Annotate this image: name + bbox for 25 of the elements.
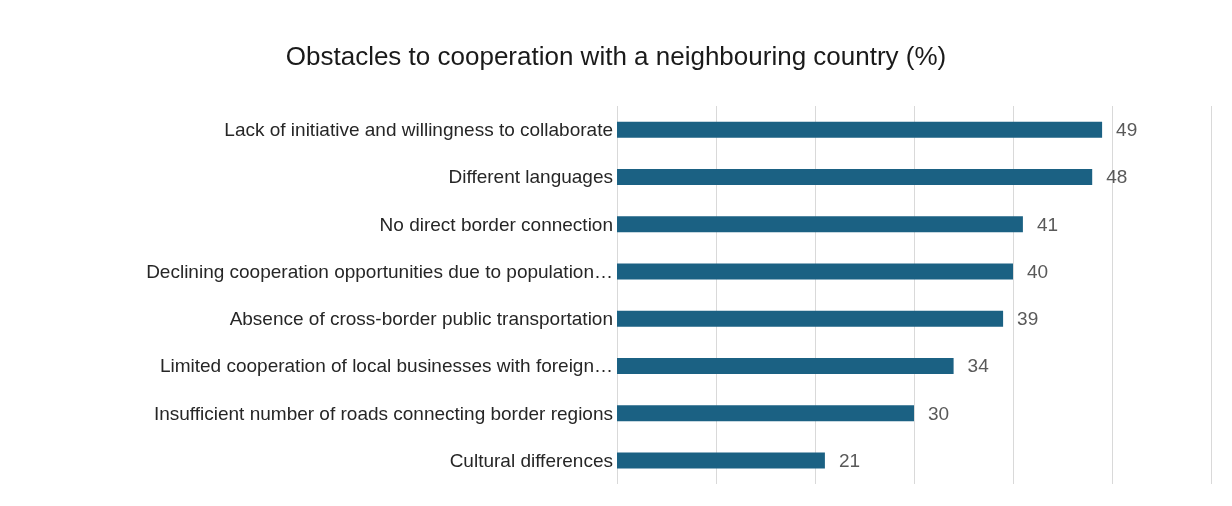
data-label: 21 (838, 449, 861, 471)
data-label: 39 (1017, 308, 1039, 330)
y-tick-label: Absence of cross-border public transportation (229, 308, 613, 330)
y-tick-label: Lack of initiative and willingness to collaborate (224, 119, 613, 141)
y-tick-label: No direct border connection (379, 213, 613, 235)
y-tick-label: Different languages (448, 166, 613, 188)
data-label: 40 (1027, 260, 1049, 282)
bar (617, 121, 1103, 138)
y-tick-label: Cultural differences (449, 449, 613, 471)
data-label: 41 (1036, 213, 1059, 235)
chart-title: Obstacles to cooperation with a neighbouring country (%) (285, 41, 947, 71)
bar (617, 310, 1004, 327)
y-tick-label: Insufficient number of roads connecting border regions (153, 402, 613, 424)
bar (617, 168, 1093, 185)
data-label: 49 (1116, 119, 1138, 141)
data-label: 34 (967, 355, 990, 377)
bar (617, 263, 1013, 280)
y-tick-label: Limited cooperation of local businesses with foreign… (159, 355, 613, 377)
bar (617, 452, 825, 469)
data-label: 48 (1106, 166, 1128, 188)
bar (617, 405, 914, 422)
data-label: 30 (928, 402, 950, 424)
y-tick-label: Declining cooperation opportunities due to population… (146, 260, 613, 282)
bar (617, 216, 1023, 233)
bar (617, 357, 954, 374)
